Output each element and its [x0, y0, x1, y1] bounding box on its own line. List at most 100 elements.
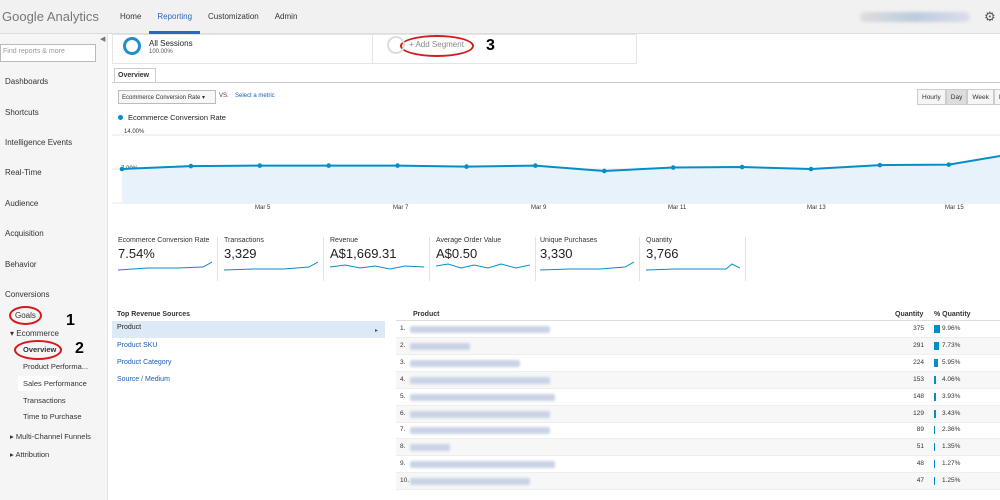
- scorecard-label: Unique Purchases: [540, 237, 598, 244]
- select-metric-link[interactable]: Select a metric: [235, 93, 275, 99]
- table-row[interactable]: 2. 291 7.73%: [396, 337, 1000, 355]
- sparkline: [117, 261, 213, 271]
- sidebar-item-shortcuts[interactable]: Shortcuts: [5, 108, 39, 117]
- percent-cell: 1.25%: [942, 477, 961, 485]
- month-button[interactable]: M: [993, 89, 1000, 105]
- annotation-number-3: 3: [486, 37, 495, 54]
- nav-admin[interactable]: Admin: [274, 12, 298, 21]
- table-row[interactable]: 5. 148 3.93%: [396, 389, 1000, 406]
- product-name-link[interactable]: [410, 393, 555, 401]
- product-name-link[interactable]: [410, 478, 530, 486]
- table-row[interactable]: 6. 129 3.43%: [396, 405, 1000, 423]
- data-point[interactable]: [119, 166, 125, 172]
- table-row[interactable]: 10. 47 1.25%: [396, 473, 1000, 491]
- tab-overview[interactable]: Overview: [114, 68, 156, 83]
- product-name-link[interactable]: [410, 461, 555, 469]
- product-name-link[interactable]: [410, 326, 550, 333]
- scorecard-value: A$1,669.31: [330, 246, 397, 261]
- app-logo[interactable]: Google Analytics: [2, 9, 99, 24]
- scorecard-value: A$0.50: [436, 246, 478, 261]
- quantity-cell: 51: [916, 443, 924, 451]
- sidebar-item-real-time[interactable]: Real-Time: [5, 168, 42, 177]
- sidebar-item-sales-performance[interactable]: Sales Performance: [23, 379, 87, 388]
- sidebar-item-product-performance[interactable]: Product Performa...: [23, 362, 89, 371]
- percent-cell: 2.36%: [942, 426, 961, 434]
- sidebar-item-ecommerce[interactable]: ▾ Ecommerce: [10, 329, 59, 338]
- x-tick: Mar 13: [807, 205, 826, 211]
- collapse-sidebar-icon[interactable]: ◀: [100, 36, 106, 43]
- sidebar-item-acquisition[interactable]: Acquisition: [5, 229, 44, 238]
- table-row[interactable]: 8. 51 1.35%: [396, 439, 1000, 457]
- data-point[interactable]: [464, 164, 469, 169]
- attribution-label: Attribution: [15, 450, 50, 459]
- scorecard-unique-purchases[interactable]: Unique Purchases 3,330: [539, 237, 640, 281]
- data-point[interactable]: [257, 163, 263, 168]
- table-row[interactable]: 9. 48 1.27%: [396, 456, 1000, 474]
- source-source-medium[interactable]: Source / Medium: [117, 376, 170, 383]
- sidebar-item-attribution[interactable]: ▸ Attribution: [10, 450, 50, 459]
- data-point[interactable]: [326, 163, 331, 168]
- search-input[interactable]: Find reports & more: [0, 44, 96, 62]
- day-button[interactable]: Day: [945, 89, 968, 105]
- add-segment-button[interactable]: + Add Segment: [409, 40, 464, 49]
- sidebar-item-conversions[interactable]: Conversions: [5, 290, 50, 299]
- source-product-category[interactable]: Product Category: [117, 359, 172, 366]
- nav-reporting[interactable]: Reporting: [149, 0, 201, 34]
- row-number: 7.: [400, 426, 406, 434]
- product-name-link[interactable]: [410, 359, 520, 367]
- table-row[interactable]: 1. 375 9.96%: [396, 321, 1000, 338]
- product-name-link[interactable]: [410, 444, 450, 452]
- data-point[interactable]: [670, 165, 676, 170]
- product-name-link[interactable]: [410, 342, 470, 350]
- account-selector[interactable]: [860, 12, 970, 22]
- scorecard-revenue[interactable]: Revenue A$1,669.31: [329, 237, 430, 281]
- data-point[interactable]: [395, 163, 400, 168]
- week-button[interactable]: Week: [967, 89, 994, 105]
- nav-customization[interactable]: Customization: [208, 12, 259, 21]
- gear-icon[interactable]: ⚙: [984, 9, 996, 24]
- product-name-link[interactable]: [410, 376, 550, 384]
- line-chart[interactable]: [112, 125, 1000, 205]
- table-row[interactable]: 4. 153 4.06%: [396, 371, 1000, 389]
- column-percent-quantity[interactable]: % Quantity: [934, 311, 971, 318]
- sidebar-item-behavior[interactable]: Behavior: [5, 260, 37, 269]
- segment-name[interactable]: All Sessions: [149, 39, 193, 48]
- hourly-button[interactable]: Hourly: [917, 89, 946, 105]
- data-point[interactable]: [808, 166, 814, 172]
- sidebar-item-time-to-purchase[interactable]: Time to Purchase: [23, 412, 82, 421]
- column-product[interactable]: Product: [413, 311, 440, 318]
- segment-percent: 100.00%: [149, 49, 173, 55]
- sparkline: [329, 264, 425, 270]
- column-quantity[interactable]: Quantity: [895, 311, 924, 318]
- sidebar-item-audience[interactable]: Audience: [5, 199, 39, 208]
- scorecard-transactions[interactable]: Transactions 3,329: [223, 237, 324, 281]
- product-name-link[interactable]: [410, 427, 550, 435]
- data-point[interactable]: [188, 163, 194, 169]
- scorecard-quantity[interactable]: Quantity 3,766: [645, 237, 746, 281]
- table-row[interactable]: 7. 89 2.36%: [396, 422, 1000, 440]
- data-point[interactable]: [533, 163, 538, 168]
- scorecard-label: Transactions: [224, 237, 264, 244]
- table-row[interactable]: 3. 224 5.95%: [396, 355, 1000, 372]
- sidebar-item-intelligence-events[interactable]: Intelligence Events: [5, 138, 73, 147]
- data-point[interactable]: [739, 164, 745, 170]
- sidebar-item-transactions[interactable]: Transactions: [23, 396, 66, 405]
- data-point[interactable]: [877, 162, 883, 168]
- nav-home[interactable]: Home: [120, 12, 142, 21]
- data-point[interactable]: [602, 168, 607, 174]
- scorecard-conversion-rate[interactable]: Ecommerce Conversion Rate 7.54%: [117, 237, 218, 281]
- product-name-link[interactable]: [410, 410, 550, 418]
- source-product-sku[interactable]: Product SKU: [117, 342, 158, 349]
- sidebar-item-multi-channel-funnels[interactable]: ▸ Multi-Channel Funnels: [10, 432, 91, 441]
- source-product[interactable]: Product: [112, 321, 385, 338]
- percent-bar: [934, 477, 935, 486]
- percent-cell: 9.96%: [942, 325, 961, 332]
- ecommerce-label: Ecommerce: [16, 329, 59, 338]
- sidebar-item-dashboards[interactable]: Dashboards: [5, 77, 49, 86]
- metric-dropdown[interactable]: Ecommerce Conversion Rate ▾: [118, 90, 216, 104]
- data-point[interactable]: [946, 162, 952, 167]
- scorecard-average-order-value[interactable]: Average Order Value A$0.50: [435, 237, 536, 281]
- sparkline: [223, 261, 319, 271]
- x-tick: Mar 5: [255, 205, 271, 211]
- sparkline: [645, 263, 741, 271]
